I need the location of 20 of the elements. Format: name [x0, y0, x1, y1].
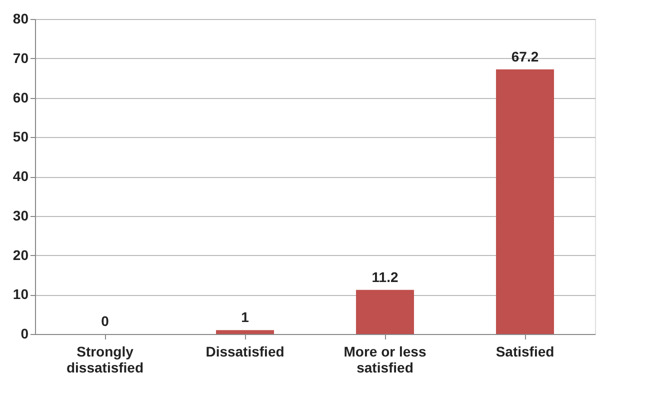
data-label: 1	[241, 309, 250, 326]
data-label: 11.2	[372, 268, 398, 285]
y-tick-label: 70	[12, 50, 29, 66]
y-tick-label: 60	[12, 89, 29, 106]
y-tick-label: 40	[12, 168, 29, 184]
y-tick-label: 30	[12, 207, 29, 224]
x-tick-label: Dissatisfied	[206, 344, 284, 360]
data-label: 67.2	[511, 48, 539, 64]
bar	[356, 290, 414, 334]
bar	[216, 330, 274, 334]
bar	[496, 69, 554, 334]
y-tick-label: 50	[12, 128, 29, 145]
x-tick-label: Strongly dissatisfied	[66, 344, 144, 376]
x-tick-label: Satisfied	[496, 344, 554, 360]
x-tick-label: More or less satisfied	[344, 344, 426, 376]
data-label: 0	[101, 313, 110, 329]
y-tick-label: 10	[12, 286, 29, 302]
y-tick-label: 0	[20, 326, 29, 342]
y-tick-label: 20	[12, 246, 29, 263]
y-tick-label: 80	[12, 10, 29, 26]
